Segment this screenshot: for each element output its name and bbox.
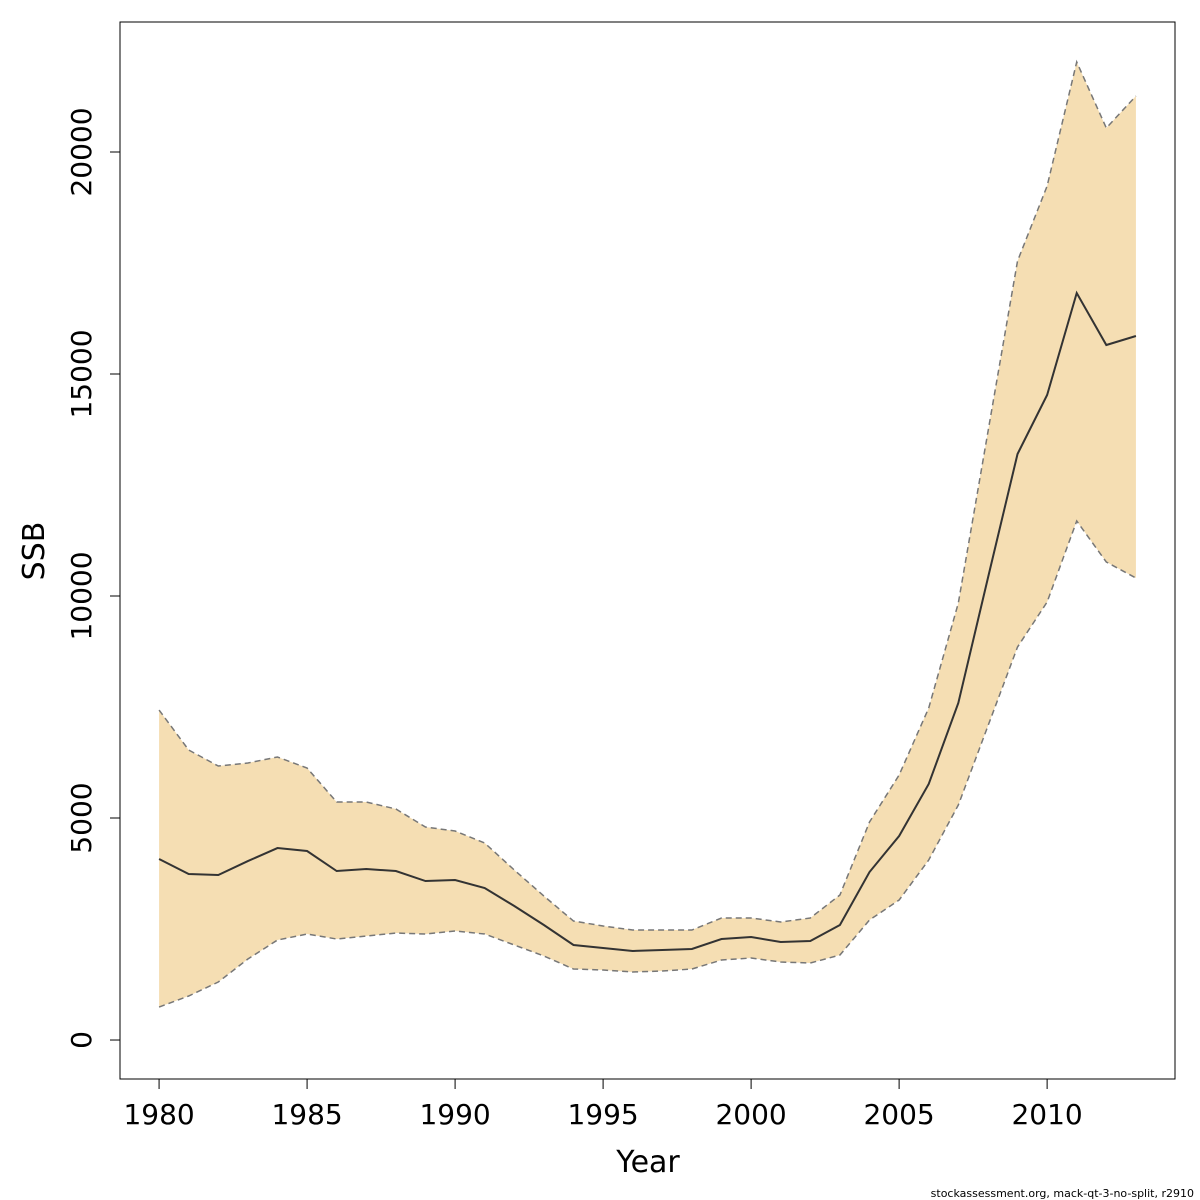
x-tick-label: 2010 bbox=[1011, 1098, 1082, 1131]
y-tick-label: 10000 bbox=[65, 551, 98, 640]
x-tick-label: 1985 bbox=[271, 1098, 342, 1131]
x-axis-label: Year bbox=[615, 1145, 680, 1180]
ssb-line bbox=[158, 290, 1137, 952]
band-edge bbox=[158, 519, 1137, 1008]
x-tick-label: 1995 bbox=[567, 1098, 638, 1131]
y-axis-label: SSB bbox=[17, 522, 52, 581]
x-tick-label: 2005 bbox=[863, 1098, 934, 1131]
y-tick-label: 20000 bbox=[65, 107, 98, 196]
y-tick-label: 15000 bbox=[65, 329, 98, 418]
y-tick-label: 0 bbox=[65, 1031, 98, 1049]
x-tick-label: 1990 bbox=[419, 1098, 490, 1131]
x-tick-label: 1980 bbox=[123, 1098, 194, 1131]
y-tick-label: 5000 bbox=[65, 782, 98, 853]
confidence-band bbox=[159, 62, 1136, 1008]
x-tick-label: 2000 bbox=[715, 1098, 786, 1131]
footer: stockassessment.org, mack-qt-3-no-split,… bbox=[931, 1187, 1194, 1200]
